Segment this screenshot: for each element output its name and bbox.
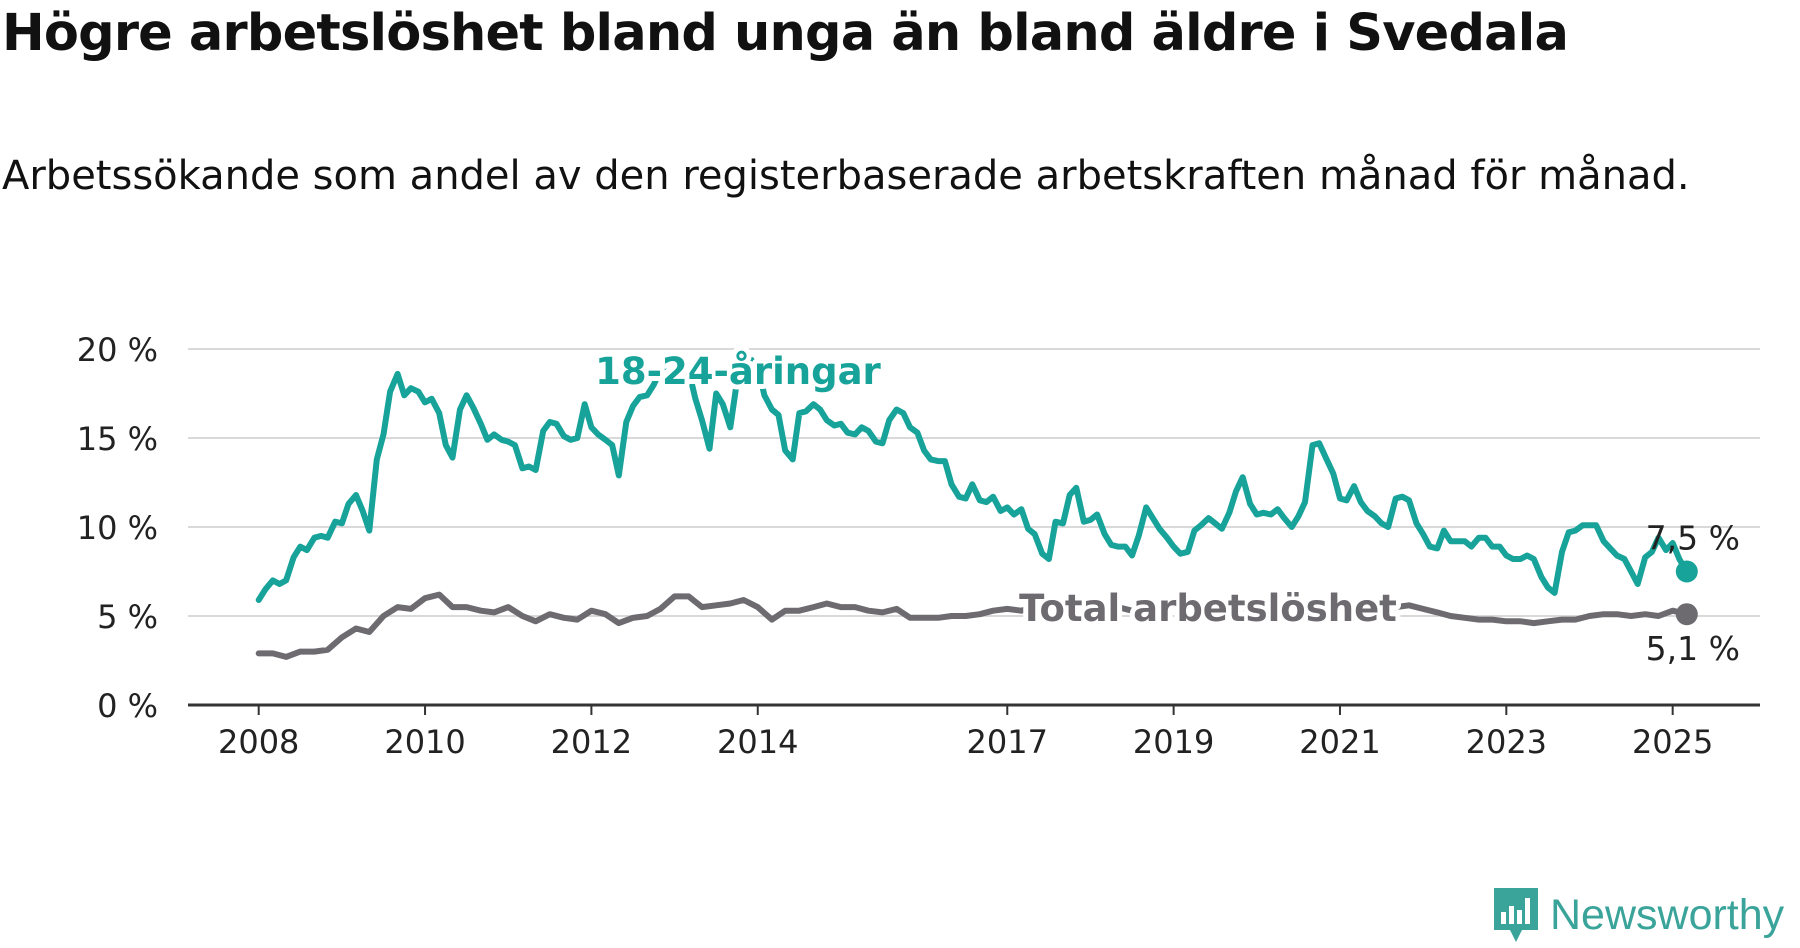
x-tick-label: 2025 — [1632, 723, 1713, 761]
chart-subtitle: Arbetssökande som andel av den registerb… — [2, 153, 1690, 199]
y-tick-label: 15 % — [77, 420, 158, 458]
x-tick-label: 2012 — [551, 723, 632, 761]
x-tick-label: 2010 — [384, 723, 465, 761]
x-tick-label: 2019 — [1133, 723, 1214, 761]
series-line-youth — [255, 353, 1690, 603]
series-labels: 7,5 % 5,1 % 18-24-åringar Total arbetslöshe… — [590, 345, 1740, 668]
y-tick-label: 0 % — [97, 687, 158, 725]
series-lines — [255, 353, 1698, 660]
y-tick-label: 5 % — [97, 598, 158, 636]
x-tick-label: 2017 — [967, 723, 1048, 761]
endpoint-total — [1675, 603, 1698, 626]
end-label-total: 5,1 % — [1646, 629, 1740, 668]
end-label-youth: 7,5 % — [1646, 519, 1740, 558]
brand-name: Newsworthy — [1550, 890, 1785, 939]
x-axis: 2008 2010 2012 2014 2017 2019 2021 2023 2025 — [188, 703, 1760, 761]
y-axis-ticks: 0 % 5 % 10 % 15 % 20 % — [77, 331, 158, 725]
endpoint-youth — [1675, 560, 1698, 583]
y-tick-label: 20 % — [77, 331, 158, 369]
x-tick-label: 2023 — [1466, 723, 1547, 761]
series-label-youth: 18-24-åringar — [595, 350, 881, 393]
x-tick-label: 2021 — [1299, 723, 1380, 761]
y-tick-label: 10 % — [77, 509, 158, 547]
series-label-total: Total arbetslöshet — [1019, 587, 1397, 630]
newsworthy-logo: Newsworthy — [1492, 886, 1784, 944]
x-tick-label: 2014 — [717, 723, 798, 761]
chart-title: Högre arbetslöshet bland unga än bland ä… — [2, 4, 1569, 63]
newsworthy-chart-icon — [1494, 888, 1538, 942]
x-tick-label: 2008 — [218, 723, 299, 761]
series-line-total — [255, 591, 1690, 660]
